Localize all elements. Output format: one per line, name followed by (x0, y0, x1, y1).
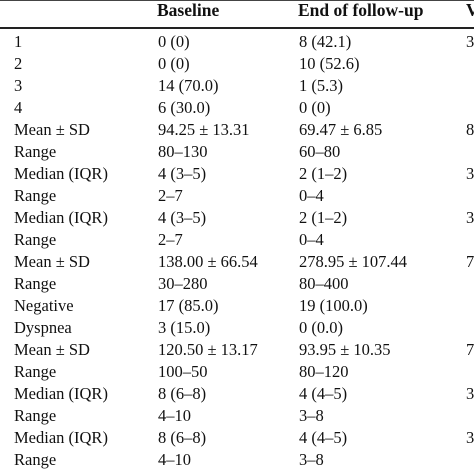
baseline-value: 4–10 (158, 450, 191, 470)
table-row: Mean ± SD 94.25 ± 13.31 69.47 ± 6.85 8 (0, 119, 474, 141)
table-row: 1 0 (0) 8 (42.1) 3 (0, 31, 474, 53)
row-label: Range (14, 362, 57, 382)
table-row: Mean ± SD 120.50 ± 13.17 93.95 ± 10.35 7 (0, 339, 474, 361)
table-row: Range 4–10 3–8 (0, 449, 474, 471)
table-row: Median (IQR) 4 (3–5) 2 (1–2) 3 (0, 207, 474, 229)
baseline-value: 2–7 (158, 185, 183, 205)
row-label: Mean ± SD (14, 340, 90, 360)
baseline-value: 14 (70.0) (158, 75, 219, 95)
end-of-follow-up-value: 0–4 (299, 185, 324, 205)
truncated-column-value: 3 (466, 207, 474, 227)
table-row: Range 2–7 0–4 (0, 229, 474, 251)
table-row: Mean ± SD 138.00 ± 66.54 278.95 ± 107.44 7 (0, 251, 474, 273)
end-of-follow-up-value: 3–8 (299, 406, 324, 426)
baseline-value: 6 (30.0) (158, 97, 211, 117)
end-of-follow-up-value: 8 (42.1) (299, 31, 352, 51)
header-baseline: Baseline (157, 0, 220, 20)
header-truncated-column: V (466, 0, 474, 20)
baseline-value: 17 (85.0) (158, 296, 219, 316)
end-of-follow-up-value: 4 (4–5) (299, 384, 348, 404)
row-label: Range (14, 141, 57, 161)
table-row: 4 6 (30.0) 0 (0) (0, 97, 474, 119)
row-label: Range (14, 185, 57, 205)
baseline-value: 0 (0) (158, 31, 190, 51)
table-row: Range 30–280 80–400 (0, 273, 474, 295)
row-label: 3 (14, 75, 23, 95)
table-row: Median (IQR) 8 (6–8) 4 (4–5) 3 (0, 383, 474, 405)
row-label: 1 (14, 31, 23, 51)
row-label: Median (IQR) (14, 207, 108, 227)
truncated-column-value: 8 (466, 119, 474, 139)
end-of-follow-up-value: 93.95 ± 10.35 (299, 340, 391, 360)
baseline-value: 120.50 ± 13.17 (158, 340, 258, 360)
row-label: 2 (14, 53, 23, 73)
row-label: Median (IQR) (14, 428, 108, 448)
truncated-column-value: 3 (466, 428, 474, 448)
end-of-follow-up-value: 4 (4–5) (299, 428, 348, 448)
baseline-value: 138.00 ± 66.54 (158, 252, 258, 271)
row-label: Range (14, 406, 57, 426)
row-label: Median (IQR) (14, 163, 108, 183)
end-of-follow-up-value: 80–400 (299, 274, 349, 294)
row-label: Mean ± SD (14, 119, 90, 139)
table-row: Range 2–7 0–4 (0, 185, 474, 207)
table-row: Dyspnea 3 (15.0) 0 (0.0) (0, 317, 474, 339)
baseline-value: 4–10 (158, 406, 191, 426)
baseline-value: 4 (3–5) (158, 207, 207, 227)
truncated-column-value: 7 (466, 252, 474, 271)
end-of-follow-up-value: 0 (0) (299, 97, 331, 117)
baseline-value: 4 (3–5) (158, 163, 207, 183)
header-rule (0, 27, 474, 29)
baseline-value: 100–50 (158, 362, 208, 382)
table-row: Range 100–50 80–120 (0, 361, 474, 383)
end-of-follow-up-value: 1 (5.3) (299, 75, 343, 95)
header-end-of-follow-up: End of follow-up (298, 0, 424, 20)
row-label: Median (IQR) (14, 384, 108, 404)
table-row: 3 14 (70.0) 1 (5.3) (0, 75, 474, 97)
baseline-value: 80–130 (158, 141, 208, 161)
baseline-value: 2–7 (158, 229, 183, 249)
truncated-column-value: 3 (466, 163, 474, 183)
end-of-follow-up-value: 69.47 ± 6.85 (299, 119, 383, 139)
baseline-value: 3 (15.0) (158, 318, 211, 338)
row-label: 4 (14, 97, 23, 117)
row-label: Range (14, 450, 57, 470)
baseline-value: 8 (6–8) (158, 428, 207, 448)
table-row: Negative 17 (85.0) 19 (100.0) (0, 295, 474, 317)
baseline-value: 30–280 (158, 274, 208, 294)
table-row: Range 80–130 60–80 (0, 141, 474, 163)
baseline-value: 94.25 ± 13.31 (158, 119, 250, 139)
top-rule (0, 0, 474, 1)
end-of-follow-up-value: 278.95 ± 107.44 (299, 252, 408, 271)
end-of-follow-up-value: 3–8 (299, 450, 324, 470)
table-row: 2 0 (0) 10 (52.6) (0, 53, 474, 75)
end-of-follow-up-value: 2 (1–2) (299, 163, 348, 183)
row-label: Dyspnea (14, 318, 72, 338)
table-row: Median (IQR) 8 (6–8) 4 (4–5) 3 (0, 427, 474, 449)
end-of-follow-up-value: 0–4 (299, 229, 324, 249)
end-of-follow-up-value: 2 (1–2) (299, 207, 348, 227)
end-of-follow-up-value: 80–120 (299, 362, 349, 382)
row-label: Negative (14, 296, 74, 316)
end-of-follow-up-value: 0 (0.0) (299, 318, 343, 338)
row-label: Mean ± SD (14, 252, 90, 271)
truncated-column-value: 3 (466, 31, 474, 51)
truncated-column-value: 3 (466, 384, 474, 404)
baseline-value: 8 (6–8) (158, 384, 207, 404)
table-row: Range 4–10 3–8 (0, 405, 474, 427)
row-label: Range (14, 274, 57, 294)
truncated-column-value: 7 (466, 340, 474, 360)
end-of-follow-up-value: 10 (52.6) (299, 53, 360, 73)
row-label: Range (14, 229, 57, 249)
end-of-follow-up-value: 60–80 (299, 141, 341, 161)
baseline-value: 0 (0) (158, 53, 190, 73)
end-of-follow-up-value: 19 (100.0) (299, 296, 368, 316)
table-row: Median (IQR) 4 (3–5) 2 (1–2) 3 (0, 163, 474, 185)
